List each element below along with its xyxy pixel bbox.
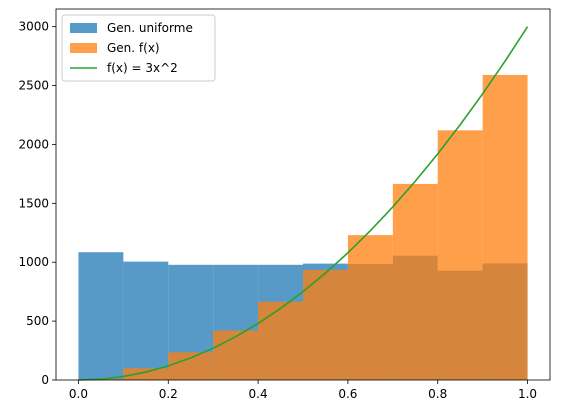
legend-label: f(x) = 3x^2: [107, 61, 178, 75]
x-axis-ticks: 0.0 0.2 0.4 0.6 0.8 1.0: [69, 380, 537, 401]
bar-series-0-bin-0: [78, 252, 124, 380]
y-tick-label: 3000: [18, 20, 49, 34]
bar-series-1-bin-5: [303, 269, 348, 380]
bars-layer: [78, 74, 528, 380]
legend-label: Gen. f(x): [107, 41, 160, 55]
x-tick-label: 0.6: [338, 387, 357, 401]
y-tick-label: 2500: [18, 79, 49, 93]
plot-frame: [55, 8, 551, 381]
x-tick-label: 0.8: [428, 387, 447, 401]
y-tick-label: 500: [26, 314, 49, 328]
bar-series-1-bin-6: [347, 235, 393, 380]
bar-series-1-bin-7: [392, 183, 438, 380]
x-tick-label: 0.2: [159, 387, 178, 401]
x-tick-label: 0.4: [249, 387, 268, 401]
line-series-2: [78, 26, 529, 381]
legend-label: Gen. uniforme: [107, 21, 193, 35]
y-axis-ticks: 0 500 1000 1500 2000 2500 3000: [18, 20, 56, 387]
bar-series-0-bin-1: [123, 261, 169, 380]
bar-series-1-bin-2: [168, 352, 214, 380]
legend-swatch: [70, 43, 97, 53]
x-tick-label: 0.0: [69, 387, 88, 401]
y-tick-label: 1500: [18, 196, 49, 210]
bar-series-1-bin-4: [258, 301, 303, 380]
bar-series-1-bin-3: [213, 330, 259, 380]
bar-series-1-bin-9: [482, 74, 528, 380]
y-tick-label: 0: [41, 373, 49, 387]
legend-box: [61, 14, 216, 82]
y-tick-label: 2000: [18, 137, 49, 151]
legend-swatch: [70, 23, 97, 33]
bar-series-1-bin-8: [437, 130, 483, 380]
x-tick-label: 1.0: [518, 387, 537, 401]
y-tick-label: 1000: [18, 255, 49, 269]
line-layer: [78, 26, 529, 381]
bar-series-1-bin-1: [123, 368, 169, 380]
legend: Gen. uniforme Gen. f(x) f(x) = 3x^2: [61, 14, 216, 82]
